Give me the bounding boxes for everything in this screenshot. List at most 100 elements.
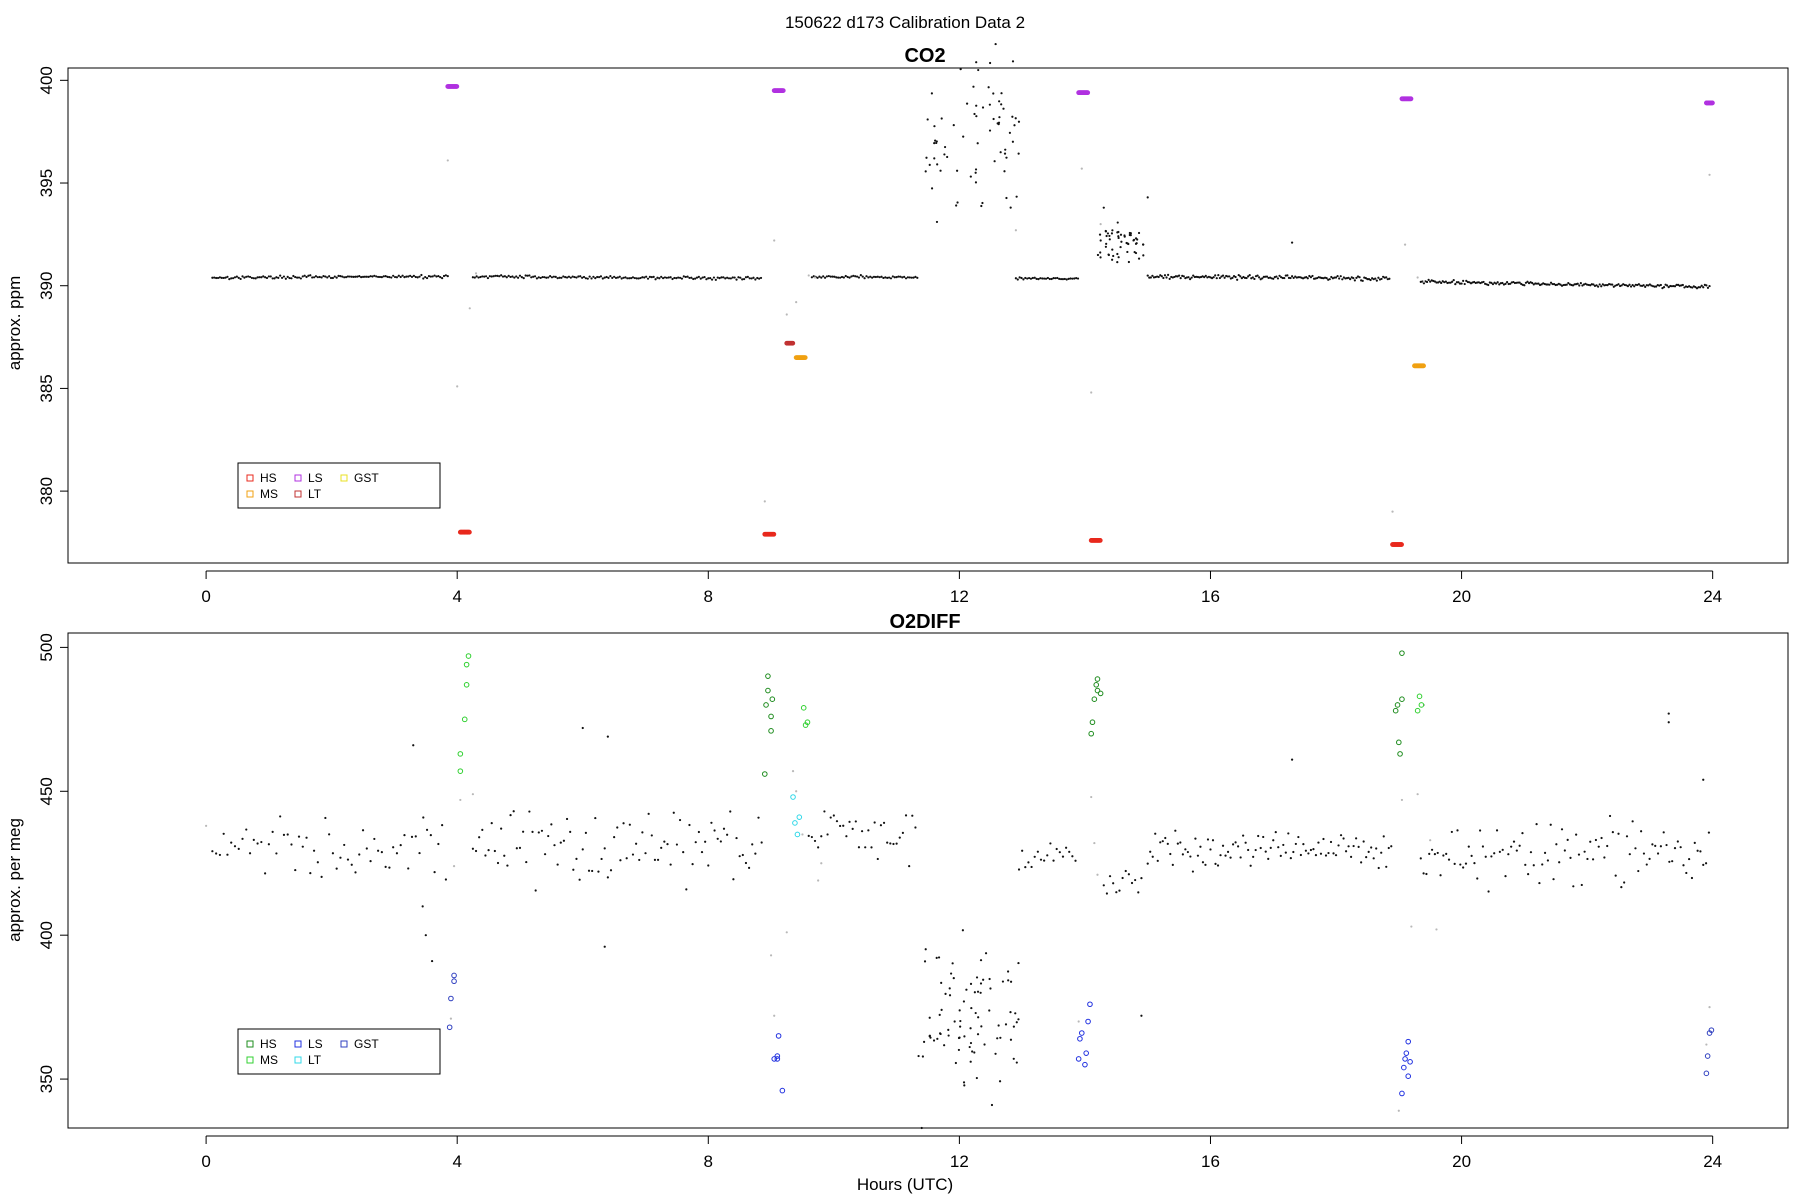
co2-ambient-point (746, 275, 749, 279)
o2diff-ambient-point (1572, 885, 1575, 888)
o2diff-ambient-point (1524, 863, 1527, 866)
co2-ambient-point (1188, 278, 1192, 281)
o2diff-cal-ls-point (1401, 1064, 1407, 1071)
o2diff-x-tick-label: 24 (1703, 1152, 1722, 1171)
co2-ambient-point (603, 276, 606, 279)
o2diff-ambient-point (710, 821, 713, 824)
o2diff-ambient-point (1611, 831, 1614, 834)
o2diff-ambient-point (936, 1037, 939, 1040)
o2diff-ambient-point (666, 843, 669, 846)
o2diff-cal-gst-point (448, 995, 454, 1002)
o2diff-cal-ms-point (800, 705, 807, 711)
o2diff-ambient-point (1124, 869, 1127, 873)
o2diff-ambient-point (1623, 881, 1626, 884)
co2-ambient-point (1433, 280, 1436, 283)
co2-ambient-point (735, 278, 738, 281)
o2diff-ambient-point (361, 829, 365, 832)
o2diff-ambient-point (901, 831, 904, 835)
co2-ambient-point (1551, 282, 1554, 286)
o2diff-ambient-point (1033, 855, 1036, 858)
o2diff-ambient-point (441, 824, 444, 827)
o2diff-cal-ls-point (1085, 1018, 1091, 1025)
co2-ambient-point (1504, 282, 1507, 286)
co2-ambient-point (1111, 258, 1114, 261)
co2-ambient-point (307, 274, 310, 277)
o2diff-ambient-point (973, 1051, 976, 1054)
o2diff-cal-gst-point (1708, 1027, 1715, 1033)
o2diff-cal-ms-point (1416, 693, 1423, 700)
o2diff-transition-point (773, 1014, 776, 1017)
o2diff-cal-hs-point (763, 702, 769, 708)
co2-ambient-point (1465, 279, 1468, 282)
co2-ambient-point (895, 276, 898, 279)
o2diff-ambient-point (518, 846, 522, 849)
o2diff-ambient-point (328, 833, 331, 836)
co2-ambient-point (1190, 276, 1193, 279)
o2diff-ambient-point (722, 827, 726, 830)
co2-ambient-point (250, 276, 254, 280)
x-axis-label: Hours (UTC) (857, 1175, 953, 1194)
co2-ambient-point (584, 277, 587, 280)
co2-ambient-point (235, 275, 238, 278)
co2-ambient-point (643, 276, 646, 279)
o2diff-cal-hs-point (765, 673, 771, 679)
co2-ambient-point (483, 275, 486, 278)
co2-ambient-point (878, 276, 881, 279)
o2diff-ambient-point (1257, 834, 1260, 838)
o2diff-ambient-point (1591, 858, 1595, 861)
o2diff-ambient-point (1425, 872, 1428, 876)
o2diff-ambient-point (1365, 856, 1368, 859)
co2-ambient-point (722, 276, 725, 279)
o2diff-ambient-point (1108, 875, 1112, 878)
o2diff-ambient-point (1226, 850, 1230, 854)
o2diff-ambient-point (704, 840, 707, 843)
o2diff-transition-point (449, 1017, 453, 1020)
co2-ambient-point (756, 276, 759, 280)
o2diff-ambient-point (1274, 831, 1277, 834)
co2-ambient-point (350, 275, 353, 278)
o2diff-ambient-point (889, 842, 892, 845)
o2diff-ambient-point (958, 1009, 961, 1012)
co2-ambient-point (928, 163, 931, 167)
co2-ambient-point (1526, 280, 1529, 283)
co2-ambient-point (1642, 284, 1645, 287)
o2diff-ambient-point (940, 981, 943, 984)
co2-legend-label: LS (308, 471, 323, 485)
o2diff-ambient-point (581, 848, 584, 851)
co2-ambient-point (537, 276, 540, 279)
o2diff-ambient-point (1049, 842, 1052, 845)
o2diff-ambient-point (682, 850, 685, 854)
co2-ambient-point (872, 275, 876, 278)
o2diff-ambient-point (984, 952, 988, 955)
o2diff-ambient-point (1634, 847, 1637, 850)
co2-ambient-point (410, 275, 414, 278)
co2-ambient-point (311, 276, 314, 279)
co2-ambient-point (688, 276, 691, 280)
co2-ambient-point (373, 274, 376, 277)
co2-ambient-point (629, 277, 633, 280)
co2-ambient-point (220, 276, 223, 280)
o2diff-ambient-point (747, 866, 751, 869)
co2-ambient-point (1567, 281, 1570, 285)
co2-ambient-point (1305, 276, 1308, 279)
o2diff-ambient-point (1510, 845, 1513, 848)
o2diff-ambient-point (716, 837, 719, 840)
o2diff-ambient-point (373, 837, 376, 841)
co2-ambient-point (1126, 242, 1129, 245)
o2diff-ambient-point (1058, 851, 1061, 854)
o2diff-ambient-point (1179, 841, 1182, 844)
co2-ambient-point (677, 276, 680, 279)
co2-ambient-point (522, 277, 525, 280)
co2-ambient-point (714, 278, 717, 281)
o2diff-ambient-point (1447, 858, 1451, 861)
co2-ambient-point (378, 275, 382, 279)
co2-x-tick-label: 8 (704, 587, 713, 606)
o2diff-cal-hs-point (1397, 751, 1403, 757)
o2diff-ambient-point (1006, 970, 1010, 973)
co2-ambient-point (1336, 274, 1339, 278)
co2-ambient-point (943, 153, 946, 156)
co2-ambient-point (496, 274, 499, 277)
co2-ambient-point (471, 276, 474, 279)
co2-ambient-point (222, 276, 225, 280)
co2-ambient-point (247, 275, 250, 278)
